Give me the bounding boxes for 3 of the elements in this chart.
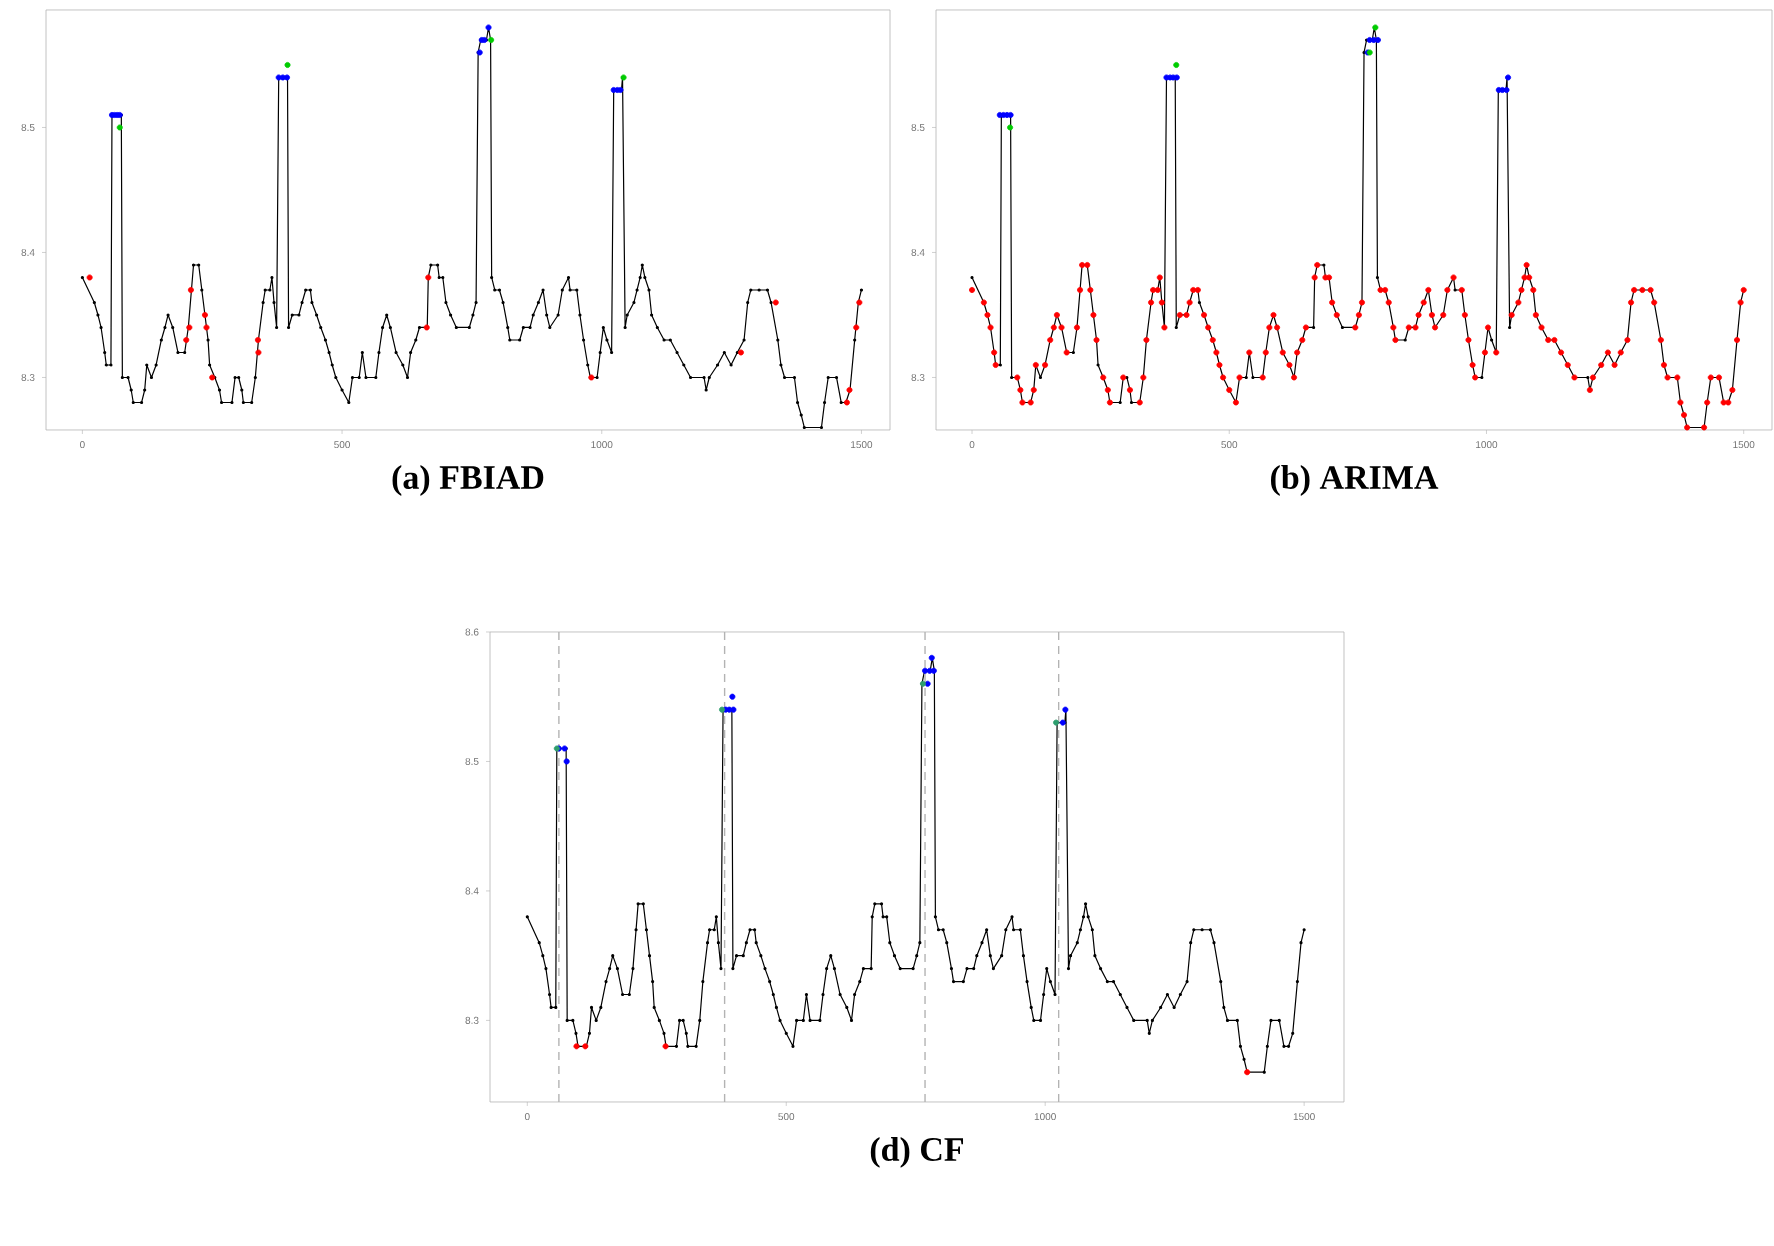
text: (d) CF — [870, 1137, 964, 1168]
text: (b) ARIMA — [1270, 465, 1439, 496]
text: (a) FBIAD — [392, 465, 544, 496]
